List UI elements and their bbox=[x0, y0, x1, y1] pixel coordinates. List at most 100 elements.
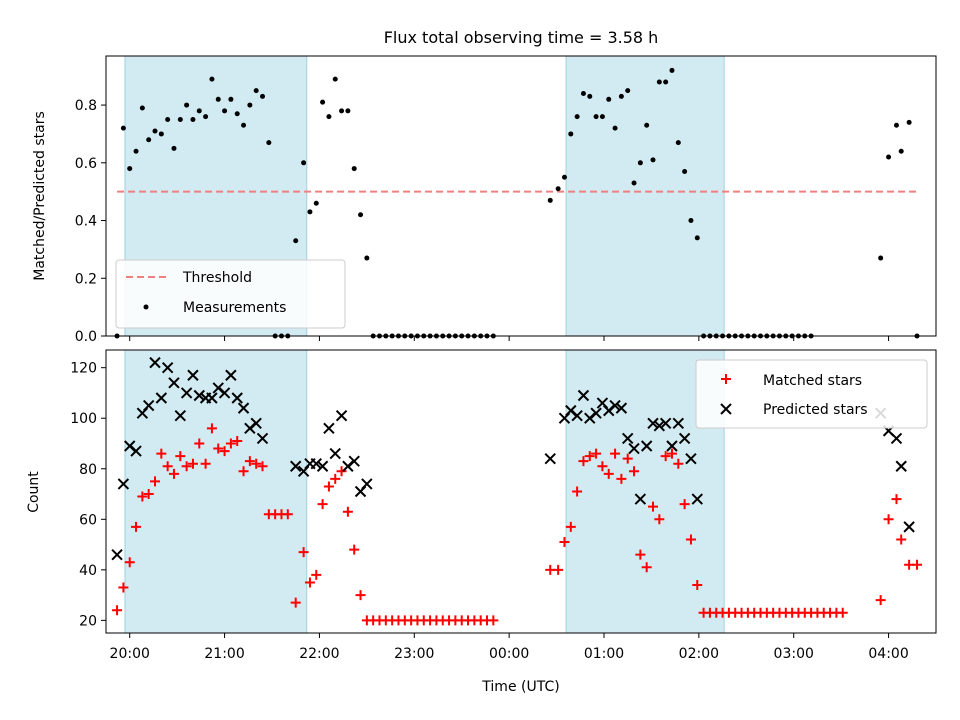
predicted-star-point bbox=[161, 361, 174, 374]
predicted-star-point bbox=[142, 399, 155, 412]
predicted-star-point bbox=[193, 389, 205, 402]
measurement-point bbox=[177, 117, 183, 123]
predicted-star-point bbox=[640, 440, 653, 452]
predicted-star-point bbox=[672, 417, 685, 429]
predicted-star-point bbox=[653, 420, 666, 432]
matched-star-point bbox=[597, 461, 608, 472]
count-x-tick-label: 20:00 bbox=[110, 646, 150, 662]
matched-star-point bbox=[251, 458, 262, 469]
predicted-star-point bbox=[335, 409, 348, 422]
measurement-point bbox=[266, 140, 272, 146]
matched-star-point bbox=[244, 456, 255, 467]
matched-star-point bbox=[553, 564, 564, 575]
matched-star-point bbox=[837, 607, 848, 618]
ratio-y-tick-label: 0.6 bbox=[75, 156, 97, 172]
matched-star-point bbox=[131, 521, 142, 532]
matched-star-point bbox=[187, 458, 198, 469]
predicted-star-point bbox=[316, 460, 329, 472]
measurement-point bbox=[656, 79, 662, 85]
count-shaded-span bbox=[124, 349, 308, 634]
matched-star-point bbox=[654, 514, 665, 525]
matched-star-point bbox=[559, 537, 570, 548]
predicted-star-point bbox=[130, 445, 142, 457]
predicted-star-point bbox=[348, 455, 360, 467]
predicted-star-point bbox=[155, 392, 168, 404]
measurement-point bbox=[893, 122, 899, 128]
matched-star-point bbox=[290, 597, 301, 608]
matched-star-point bbox=[679, 499, 690, 510]
count-x-tick-label: 00:00 bbox=[489, 646, 529, 662]
count-x-tick-label: 02:00 bbox=[679, 646, 719, 662]
legend-threshold-label: Threshold bbox=[182, 270, 252, 286]
measurement-point bbox=[886, 154, 892, 160]
measurement-point bbox=[364, 255, 370, 261]
measurement-point bbox=[606, 96, 612, 102]
measurement-point bbox=[644, 122, 650, 128]
predicted-star-point bbox=[149, 356, 161, 369]
measurement-point bbox=[631, 180, 637, 186]
matched-star-point bbox=[629, 466, 640, 477]
measurement-point bbox=[241, 122, 247, 128]
measurement-point bbox=[307, 209, 313, 215]
matched-star-point bbox=[616, 473, 627, 484]
predicted-star-point bbox=[628, 442, 640, 455]
measurement-point bbox=[203, 114, 209, 120]
measurement-point bbox=[345, 108, 351, 114]
matched-star-point bbox=[622, 453, 633, 464]
matched-star-point bbox=[282, 509, 293, 520]
count-y-tick-label: 80 bbox=[79, 462, 97, 478]
predicted-star-point bbox=[609, 399, 621, 412]
measurement-point bbox=[301, 160, 307, 166]
matched-star-point bbox=[232, 435, 243, 446]
matched-star-point bbox=[181, 461, 192, 472]
predicted-star-point bbox=[622, 432, 634, 445]
ratio-panel-frame bbox=[105, 55, 937, 337]
matched-star-point bbox=[648, 501, 659, 512]
matched-star-point bbox=[685, 534, 696, 545]
predicted-star-point bbox=[206, 392, 218, 404]
measurement-point bbox=[694, 235, 700, 241]
matched-star-point bbox=[912, 559, 923, 570]
predicted-star-point bbox=[890, 432, 903, 445]
matched-star-point bbox=[349, 544, 360, 555]
predicted-star-point bbox=[329, 447, 341, 460]
matched-star-point bbox=[168, 468, 179, 479]
predicted-star-point bbox=[647, 417, 659, 429]
ratio-y-tick-label: 0.2 bbox=[75, 271, 97, 287]
matched-star-point bbox=[143, 489, 154, 500]
ratio-panel: 0.00.20.40.60.8 Matched/Predicted stars … bbox=[32, 55, 937, 345]
matched-star-point bbox=[572, 486, 583, 497]
predicted-star-point bbox=[691, 493, 703, 505]
matched-star-point bbox=[213, 443, 224, 454]
matched-star-point bbox=[219, 446, 230, 457]
measurement-point bbox=[339, 108, 345, 114]
legend-predicted-label: Predicted stars bbox=[763, 402, 868, 418]
predicted-star-point bbox=[361, 478, 373, 490]
matched-star-point bbox=[584, 451, 595, 462]
predicted-star-point bbox=[590, 407, 602, 419]
predicted-star-point bbox=[544, 452, 556, 465]
count-x-tick-label: 01:00 bbox=[584, 646, 624, 662]
measurement-point bbox=[675, 140, 681, 146]
legend-predicted-swatch bbox=[720, 403, 732, 415]
measurement-point bbox=[158, 131, 164, 137]
count-x-tick-label: 22:00 bbox=[299, 646, 339, 662]
matched-star-point bbox=[578, 456, 589, 467]
measurement-point bbox=[209, 76, 215, 82]
matched-star-point bbox=[673, 458, 684, 469]
matched-star-point bbox=[488, 615, 499, 626]
predicted-star-point bbox=[666, 440, 678, 452]
matched-star-point bbox=[875, 595, 886, 606]
matched-star-point bbox=[298, 547, 309, 558]
matched-star-point bbox=[896, 534, 907, 545]
measurement-point bbox=[247, 102, 253, 108]
matched-star-point bbox=[641, 562, 652, 573]
ratio-y-tick-label: 0.0 bbox=[75, 329, 97, 345]
count-y-tick-label: 20 bbox=[79, 613, 97, 629]
predicted-star-point bbox=[290, 460, 302, 472]
count-legend-frame bbox=[695, 359, 928, 429]
measurement-point bbox=[682, 168, 688, 174]
matched-star-point bbox=[175, 451, 186, 462]
matched-star-point bbox=[330, 473, 341, 484]
